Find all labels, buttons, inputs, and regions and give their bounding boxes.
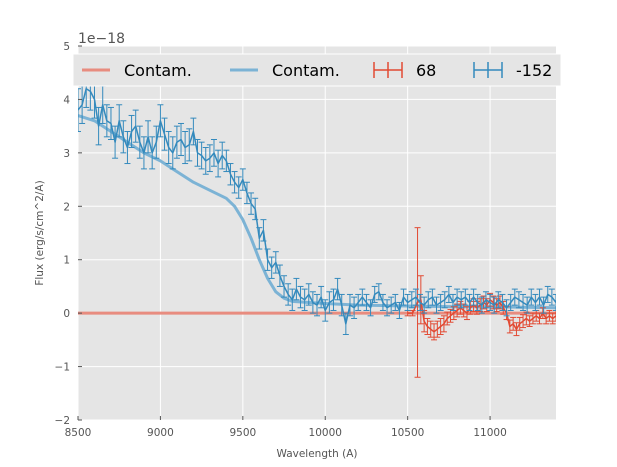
x-tick-label: 10500 — [391, 427, 424, 439]
y-offset-text: 1e−18 — [78, 31, 125, 47]
y-tick-label: 4 — [63, 94, 70, 106]
y-tick-label: 0 — [63, 308, 70, 320]
y-tick-label: 2 — [63, 201, 70, 213]
axes-background — [78, 46, 556, 420]
y-tick-label: 3 — [63, 148, 70, 160]
series-2 — [78, 114, 556, 310]
legend-label: Contam. — [272, 61, 340, 80]
legend-item: 68 — [373, 61, 436, 80]
legend-item: Contam. — [230, 61, 340, 80]
y-tick-label: −1 — [55, 362, 70, 374]
series-layer — [78, 69, 556, 378]
x-tick-label: 8500 — [65, 427, 92, 439]
y-tick-label: 1 — [63, 255, 70, 267]
x-axis-label: Wavelength (A) — [276, 448, 357, 460]
y-axis-label: Flux (erg/s/cm^2/A) — [34, 180, 46, 285]
x-tick-label: 9000 — [147, 427, 174, 439]
y-tick-label: −2 — [55, 415, 70, 427]
x-tick-labels: 8500 9000 9500 10000 10500 11000 — [65, 416, 507, 439]
legend-item: Contam. — [82, 61, 192, 80]
plot-axes — [77, 45, 556, 421]
x-tick-label: 10000 — [309, 427, 342, 439]
legend-item: -152 — [473, 61, 552, 80]
legend-label: -152 — [516, 61, 552, 80]
y-tick-labels: −2 −1 0 1 2 3 4 5 — [55, 41, 82, 427]
y-tick-label: 5 — [63, 41, 70, 53]
legend-label: 68 — [416, 61, 436, 80]
x-tick-label: 9500 — [229, 427, 256, 439]
data-line — [78, 87, 556, 325]
legend-label: Contam. — [124, 61, 192, 80]
contam-line — [78, 114, 556, 310]
series-3 — [404, 227, 556, 378]
x-tick-label: 11000 — [473, 427, 506, 439]
series-4 — [78, 69, 556, 336]
legend: Contam. Contam. 68 -152 — [72, 53, 562, 87]
